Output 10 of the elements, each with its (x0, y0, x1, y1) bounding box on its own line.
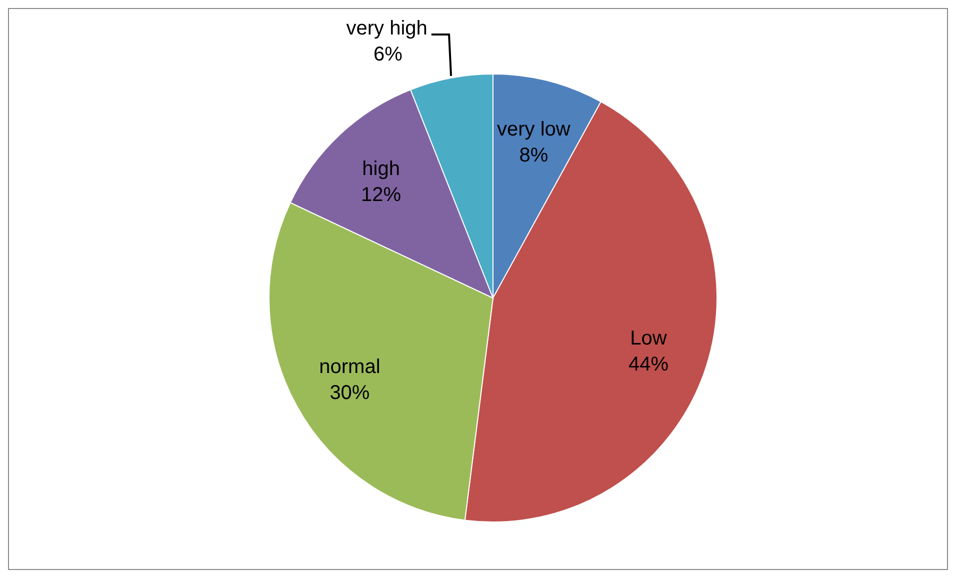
data-label: 30% (330, 382, 370, 404)
slice-label: very low (496, 118, 571, 141)
slice-label: Low (630, 328, 668, 350)
slice-label: high (362, 158, 400, 180)
data-label: 44% (628, 354, 669, 376)
data-label: 8% (519, 144, 548, 167)
data-label: 12% (361, 184, 402, 206)
slice-label: normal (319, 356, 380, 378)
data-label: 6% (374, 44, 403, 66)
slice-label: very high (346, 18, 428, 40)
